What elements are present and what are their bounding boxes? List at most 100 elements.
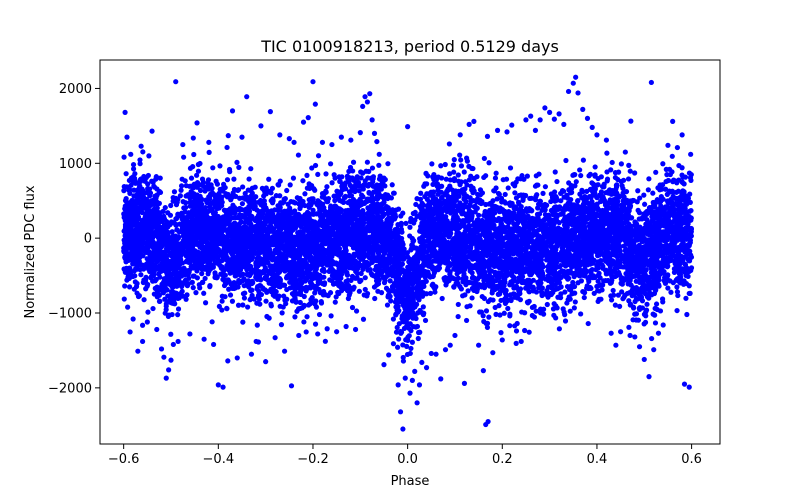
data-point bbox=[372, 295, 378, 302]
data-point bbox=[147, 186, 153, 192]
data-point bbox=[405, 124, 411, 130]
data-point bbox=[505, 305, 511, 312]
data-point bbox=[653, 301, 660, 307]
data-point bbox=[249, 287, 255, 293]
data-point bbox=[442, 161, 448, 168]
data-point bbox=[547, 109, 553, 115]
data-point bbox=[394, 324, 400, 331]
data-point bbox=[163, 307, 169, 313]
data-point bbox=[145, 309, 151, 315]
data-point bbox=[457, 152, 463, 158]
data-point bbox=[417, 307, 423, 314]
data-point bbox=[674, 289, 681, 295]
data-point bbox=[224, 144, 230, 151]
data-point bbox=[298, 203, 304, 210]
data-point bbox=[130, 316, 136, 322]
data-point bbox=[494, 127, 501, 133]
data-point bbox=[248, 351, 255, 357]
data-point bbox=[651, 347, 657, 353]
data-point bbox=[575, 90, 581, 96]
data-point bbox=[461, 380, 468, 386]
data-point bbox=[144, 319, 150, 325]
data-point bbox=[604, 150, 610, 156]
data-point bbox=[126, 284, 133, 290]
data-point bbox=[480, 368, 486, 374]
data-point bbox=[470, 165, 476, 172]
data-point bbox=[670, 118, 676, 124]
data-point bbox=[150, 305, 156, 312]
data-point bbox=[215, 382, 221, 388]
data-point bbox=[168, 357, 174, 363]
data-point bbox=[589, 266, 595, 273]
data-point bbox=[451, 157, 457, 163]
data-point bbox=[648, 79, 654, 86]
data-point bbox=[158, 346, 165, 352]
data-point bbox=[332, 197, 338, 204]
data-point bbox=[357, 130, 363, 136]
data-point bbox=[433, 351, 439, 357]
data-point bbox=[608, 330, 614, 336]
data-point bbox=[352, 326, 359, 333]
data-point bbox=[615, 292, 621, 298]
data-point bbox=[149, 128, 155, 134]
data-point bbox=[660, 322, 666, 328]
data-point bbox=[395, 382, 401, 388]
data-point bbox=[594, 132, 600, 138]
data-point bbox=[683, 295, 689, 301]
data-point bbox=[447, 342, 453, 348]
data-point bbox=[681, 381, 688, 387]
data-point bbox=[644, 301, 650, 307]
data-point bbox=[244, 94, 250, 100]
data-point bbox=[463, 317, 470, 324]
data-point bbox=[292, 314, 298, 320]
data-point bbox=[297, 299, 303, 306]
data-point bbox=[315, 331, 321, 337]
data-point bbox=[178, 183, 185, 189]
data-point bbox=[277, 132, 283, 138]
data-point bbox=[493, 170, 499, 176]
data-point bbox=[234, 159, 240, 165]
data-point bbox=[653, 169, 659, 175]
data-point bbox=[573, 74, 579, 80]
data-point bbox=[407, 390, 413, 396]
data-point bbox=[350, 159, 357, 165]
data-point bbox=[419, 359, 425, 366]
data-point bbox=[652, 320, 659, 326]
data-point bbox=[436, 250, 443, 256]
data-point bbox=[226, 166, 233, 173]
data-point bbox=[507, 165, 514, 171]
data-point bbox=[388, 298, 394, 304]
data-point bbox=[324, 326, 330, 332]
data-point bbox=[612, 302, 618, 308]
data-point bbox=[402, 375, 408, 381]
data-point bbox=[451, 169, 457, 175]
data-point bbox=[122, 283, 128, 289]
data-point bbox=[493, 311, 499, 317]
data-point bbox=[263, 359, 269, 365]
data-point bbox=[665, 285, 671, 291]
data-point bbox=[416, 382, 423, 388]
data-point bbox=[246, 176, 252, 182]
data-point bbox=[542, 105, 548, 111]
data-point bbox=[408, 345, 414, 352]
data-point bbox=[413, 201, 419, 208]
data-point bbox=[221, 282, 228, 289]
data-point bbox=[476, 342, 482, 348]
data-point bbox=[187, 331, 193, 337]
data-point bbox=[201, 336, 207, 342]
data-point bbox=[332, 175, 338, 181]
data-point bbox=[385, 161, 391, 167]
data-point bbox=[170, 341, 176, 348]
data-point bbox=[438, 376, 444, 382]
data-point bbox=[481, 155, 487, 162]
data-point bbox=[513, 340, 519, 346]
data-point bbox=[565, 88, 572, 95]
data-point bbox=[286, 136, 292, 142]
data-point bbox=[466, 121, 472, 127]
data-point bbox=[551, 116, 557, 122]
data-point bbox=[641, 356, 647, 363]
data-point bbox=[264, 313, 270, 320]
data-point bbox=[447, 171, 453, 177]
data-point bbox=[632, 170, 638, 176]
